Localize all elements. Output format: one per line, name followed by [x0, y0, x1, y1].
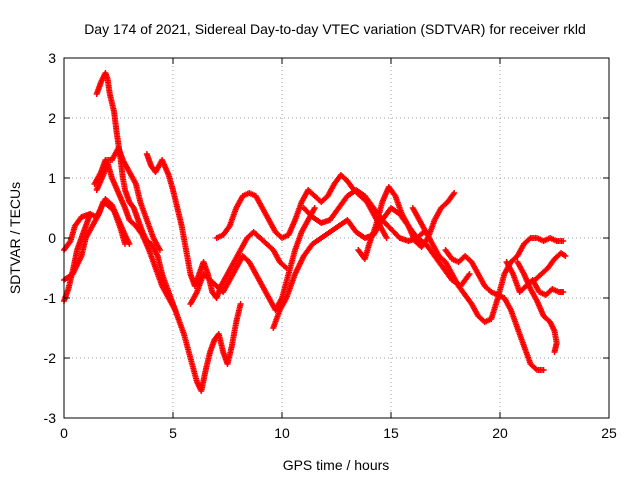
- series-arc-10: [270, 205, 473, 331]
- data-point: [87, 211, 94, 217]
- series-arc-16: [514, 259, 560, 355]
- series-arc-7: [143, 151, 290, 301]
- data-point: [551, 349, 558, 355]
- data-point: [311, 205, 318, 211]
- series-arc-8: [187, 205, 318, 313]
- series-arc-5: [93, 160, 179, 313]
- y-tick-label: -3: [44, 410, 57, 426]
- data-point: [562, 253, 569, 259]
- series-arc-3: [61, 211, 94, 304]
- data-point: [283, 265, 290, 271]
- y-tick-label: 0: [48, 230, 56, 246]
- data-point: [237, 301, 244, 307]
- y-tick-label: -1: [44, 290, 57, 306]
- data-point: [122, 241, 129, 247]
- series-arc-17: [531, 250, 569, 283]
- data-point: [156, 247, 163, 253]
- data-point: [451, 190, 458, 196]
- x-tick-label: 10: [274, 425, 290, 441]
- data-point: [383, 235, 390, 241]
- data-point: [560, 289, 567, 295]
- series-arc-15: [503, 259, 567, 298]
- y-axis-label: SDTVAR / TECUs: [7, 182, 23, 294]
- y-tick-label: -2: [44, 350, 57, 366]
- chart-title: Day 174 of 2021, Sidereal Day-to-day VTE…: [84, 21, 586, 37]
- x-axis-label: GPS time / hours: [283, 457, 390, 473]
- data-point: [466, 271, 473, 277]
- series-arc-6: [93, 70, 244, 394]
- x-tick-label: 5: [169, 425, 177, 441]
- data-points: [61, 70, 569, 394]
- y-tick-label: 1: [48, 170, 56, 186]
- y-tick-label: 2: [48, 110, 56, 126]
- series-arc-12: [355, 184, 458, 262]
- data-point: [450, 191, 457, 198]
- series-arc-14: [442, 247, 547, 373]
- x-tick-label: 0: [60, 425, 68, 441]
- x-tick-label: 15: [383, 425, 399, 441]
- x-tick-label: 25: [601, 425, 617, 441]
- data-point: [560, 238, 567, 244]
- data-point: [540, 367, 547, 373]
- axis-ticks: 0 5 10 15 20 25 -3 -2 -1 0 1 2 3: [44, 50, 617, 441]
- y-tick-label: 3: [48, 50, 56, 66]
- x-tick-label: 20: [492, 425, 508, 441]
